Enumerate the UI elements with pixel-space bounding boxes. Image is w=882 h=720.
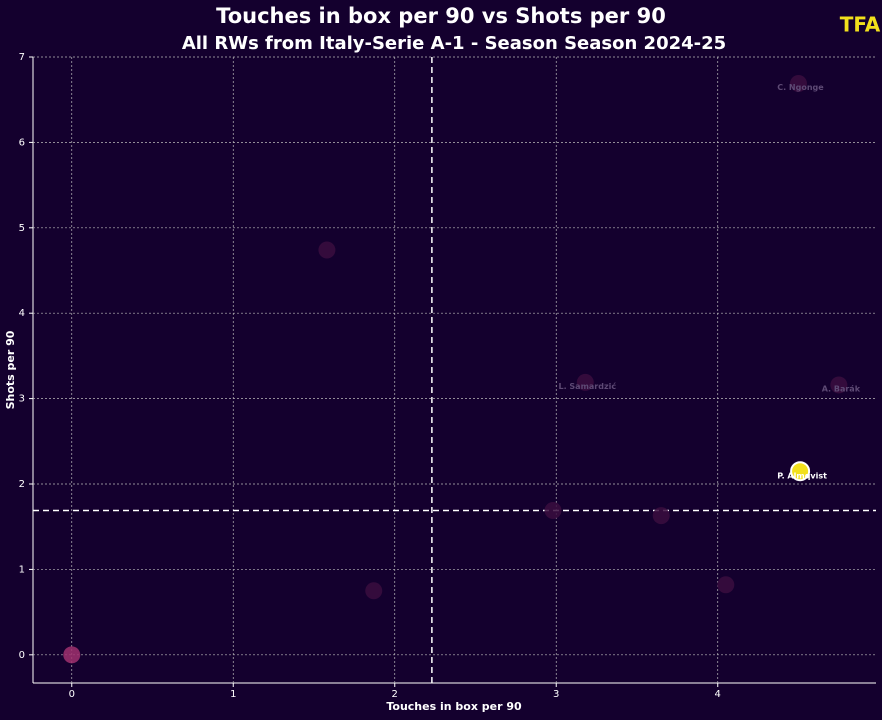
y-tick-label: 2 [19,479,25,490]
x-tick-label: 4 [715,689,721,700]
data-point [789,74,807,92]
x-tick-label: 3 [553,689,559,700]
x-tick-label: 2 [392,689,398,700]
x-tick-label: 0 [69,689,75,700]
y-tick-label: 7 [19,52,25,63]
x-axis-label: Touches in box per 90 [386,700,522,713]
data-point [318,241,336,259]
data-point [576,373,594,391]
y-tick-label: 0 [19,650,25,661]
chart-subtitle: All RWs from Italy-Serie A-1 - Season Se… [182,33,726,54]
data-point [790,461,811,482]
y-tick-label: 4 [19,308,25,319]
y-axis-label: Shots per 90 [4,330,17,409]
y-tick-label: 3 [19,394,25,405]
data-point [544,501,562,519]
data-point [365,582,383,600]
logo: TFA [840,13,881,37]
data-point [652,507,670,525]
data-point [830,376,848,394]
point-label: P. Almqvist [777,472,827,481]
data-point [717,576,735,594]
y-tick-label: 1 [19,564,25,575]
point-label: L. Samardzić [558,381,616,391]
data-point [63,646,81,664]
y-tick-label: 6 [19,137,25,148]
point-label: C. Ngonge [777,83,824,92]
y-tick-label: 5 [19,223,25,234]
x-tick-label: 1 [230,689,236,700]
point-label: A. Barák [822,384,861,393]
chart-title: Touches in box per 90 vs Shots per 90 [216,4,666,28]
